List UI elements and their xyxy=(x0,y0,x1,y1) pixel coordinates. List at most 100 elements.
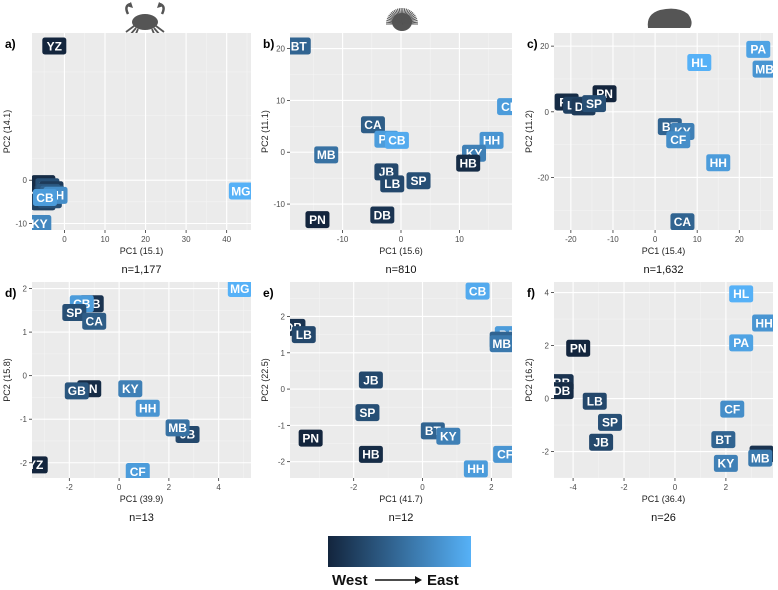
y-tick-label: 0 xyxy=(281,385,286,394)
y-tick-label: -1 xyxy=(278,421,286,430)
scatter-panel-e: CBDBLBPABTMBJBSPBTKYPNHBCFHH-202-2-1012P… xyxy=(260,282,513,524)
point-bt: BT xyxy=(290,37,311,55)
point-marker xyxy=(666,131,691,149)
x-tick-label: 10 xyxy=(101,235,110,244)
point-pa: PA xyxy=(729,334,754,352)
point-label: PA xyxy=(750,43,766,57)
point-marker xyxy=(360,116,385,134)
point-sp: SP xyxy=(406,172,431,190)
point-label: KY xyxy=(440,430,457,444)
point-yz: YZ xyxy=(42,37,67,55)
x-tick-label: 30 xyxy=(182,235,191,244)
point-marker xyxy=(598,413,623,431)
point-label: JB xyxy=(363,373,379,387)
plot-background xyxy=(554,282,773,478)
point-marker xyxy=(436,427,461,445)
point-label: MB xyxy=(317,148,336,162)
point-cb: CB xyxy=(465,282,490,300)
x-tick-label: 0 xyxy=(399,235,404,244)
point-label: KY xyxy=(122,382,139,396)
point-marker xyxy=(314,146,339,164)
point-mb: MB xyxy=(165,419,190,437)
point-label: LB xyxy=(296,328,312,342)
rock-icon xyxy=(647,8,692,28)
point-cf: CF xyxy=(497,98,517,116)
point-db: DB xyxy=(554,382,574,400)
point-label: SP xyxy=(586,97,602,111)
point-yz: YZ xyxy=(28,456,48,474)
point-ky: KY xyxy=(32,215,52,230)
point-marker xyxy=(463,460,488,478)
point-label: YZ xyxy=(28,458,43,472)
panel-letter: c) xyxy=(527,37,538,51)
point-label: CA xyxy=(86,315,104,329)
point-marker xyxy=(355,404,380,422)
point-marker xyxy=(566,339,591,357)
sample-size-label: n=1,177 xyxy=(121,264,161,276)
point-bt: BT xyxy=(711,431,736,449)
point-marker xyxy=(713,454,738,472)
point-gb: GB xyxy=(64,382,89,400)
point-marker xyxy=(746,40,771,58)
scatter-panel-a: YZPNHBDBJBLBSPGBCAHHCBKYMG010203040-100P… xyxy=(2,33,251,276)
point-label: GB xyxy=(68,384,86,398)
point-label: CA xyxy=(364,118,382,132)
x-tick-label: -4 xyxy=(570,483,578,492)
x-tick-label: 2 xyxy=(167,483,172,492)
point-ky: KY xyxy=(436,427,461,445)
point-label: BT xyxy=(715,433,732,447)
point-marker xyxy=(228,182,251,200)
point-marker xyxy=(358,371,383,389)
point-hl: HL xyxy=(729,285,754,303)
point-label: CF xyxy=(501,100,517,114)
point-ky: KY xyxy=(713,454,738,472)
point-pa: PA xyxy=(746,40,771,58)
y-tick-label: 0 xyxy=(23,372,28,381)
point-label: PN xyxy=(302,431,319,445)
point-label: SP xyxy=(66,306,82,320)
x-tick-label: 10 xyxy=(693,235,702,244)
point-marker xyxy=(729,334,754,352)
plot-background xyxy=(32,33,251,230)
point-cf: CF xyxy=(125,462,150,478)
point-marker xyxy=(711,431,736,449)
point-label: HB xyxy=(460,156,478,170)
x-axis-title: PC1 (15.1) xyxy=(120,246,164,256)
scatter-panel-d: MGDBCBSPCAPNGBKYHHJBMBYZCF-2024-2-1012PC… xyxy=(2,282,251,524)
color-legend: West East xyxy=(328,536,471,589)
point-ky: KY xyxy=(118,380,143,398)
panel-letter: a) xyxy=(5,37,16,51)
point-marker xyxy=(493,445,512,463)
x-tick-label: -2 xyxy=(350,483,358,492)
point-marker xyxy=(497,98,512,116)
point-label: PN xyxy=(309,213,326,227)
point-lb: LB xyxy=(291,326,316,344)
point-hh: HH xyxy=(706,154,731,172)
point-label: KY xyxy=(718,457,735,471)
x-axis-title: PC1 (41.7) xyxy=(379,494,423,504)
point-label: MB xyxy=(751,451,770,465)
point-cf: CF xyxy=(666,131,691,149)
scatter-panel-c: PAMBHLPNFLLBDBSPBTKYCFHHCA-20-1001020-20… xyxy=(524,33,773,276)
y-tick-label: 2 xyxy=(281,312,286,321)
y-tick-label: 2 xyxy=(545,342,550,351)
point-mg: MG xyxy=(227,282,251,298)
point-label: HH xyxy=(710,156,727,170)
point-mb: MB xyxy=(489,335,512,353)
y-tick-label: 10 xyxy=(276,96,285,105)
point-label: CF xyxy=(497,448,513,462)
point-marker xyxy=(720,400,745,418)
point-marker xyxy=(582,95,607,113)
x-axis-title: PC1 (15.4) xyxy=(642,246,686,256)
x-axis-title: PC1 (36.4) xyxy=(642,494,686,504)
y-axis-title: PC2 (14.1) xyxy=(2,110,12,154)
point-sp: SP xyxy=(355,404,380,422)
point-hh: HH xyxy=(135,399,160,417)
point-marker xyxy=(406,172,431,190)
point-label: HL xyxy=(733,287,749,301)
x-tick-label: -2 xyxy=(620,483,628,492)
point-label: JB xyxy=(593,436,609,450)
point-marker xyxy=(291,326,316,344)
point-pn: PN xyxy=(566,339,591,357)
point-marker xyxy=(465,282,490,300)
